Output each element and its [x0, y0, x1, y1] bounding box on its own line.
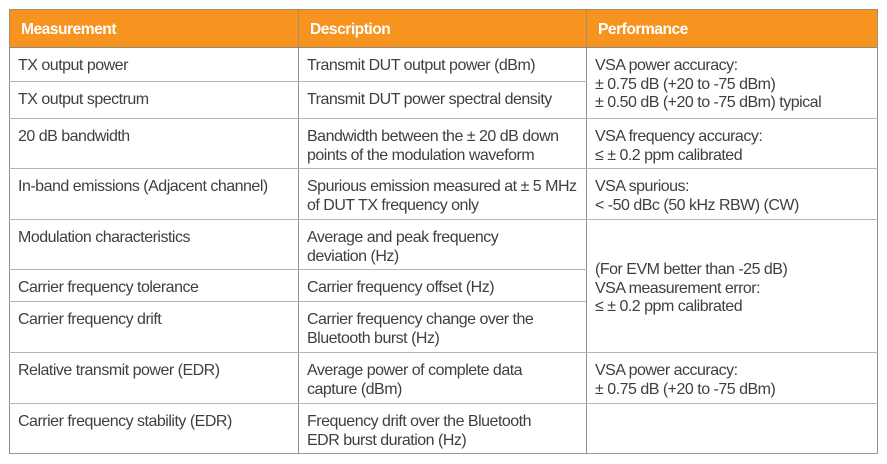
- table-row: Relative transmit power (EDR) Average po…: [9, 352, 878, 404]
- description-cell: Carrier frequency change over the Blueto…: [298, 301, 587, 353]
- table-row: 20 dB bandwidth Bandwidth between the ± …: [9, 118, 878, 169]
- measurement-cell: Carrier frequency tolerance: [9, 269, 299, 302]
- table-row: Carrier frequency stability (EDR) Freque…: [9, 403, 878, 454]
- measurement-cell: Carrier frequency drift: [9, 301, 299, 353]
- header-row: Measurement Description Performance: [9, 9, 878, 48]
- measurement-cell: TX output spectrum: [9, 81, 299, 119]
- measurement-cell: Modulation characteristics: [9, 219, 299, 270]
- description-cell: Carrier frequency offset (Hz): [298, 269, 587, 302]
- description-cell: Transmit DUT power spectral density: [298, 81, 587, 119]
- measurement-spec-table: Measurement Description Performance TX o…: [9, 9, 878, 454]
- description-cell: Frequency drift over the Bluetooth EDR b…: [298, 403, 587, 454]
- description-cell: Bandwidth between the ± 20 dB down point…: [298, 118, 587, 169]
- col-header-performance: Performance: [586, 9, 878, 48]
- description-cell: Transmit DUT output power (dBm): [298, 47, 587, 82]
- measurement-cell: 20 dB bandwidth: [9, 118, 299, 169]
- table-row: In-band emissions (Adjacent channel) Spu…: [9, 168, 878, 220]
- description-cell: Average and peak frequency deviation (Hz…: [298, 219, 587, 270]
- performance-cell: [586, 403, 878, 454]
- col-header-description: Description: [298, 9, 587, 48]
- table-row: Modulation characteristics Average and p…: [9, 219, 878, 353]
- performance-cell: VSA power accuracy: ± 0.75 dB (+20 to -7…: [586, 352, 878, 404]
- performance-cell: VSA frequency accuracy: ≤ ± 0.2 ppm cali…: [586, 118, 878, 169]
- performance-cell: VSA spurious: < -50 dBc (50 kHz RBW) (CW…: [586, 168, 878, 220]
- table-row: TX output power Transmit DUT output powe…: [9, 47, 878, 119]
- col-header-measurement: Measurement: [9, 9, 299, 48]
- description-cell: Average power of complete data capture (…: [298, 352, 587, 404]
- description-cell: Spurious emission measured at ± 5 MHz of…: [298, 168, 587, 220]
- measurement-cell: In-band emissions (Adjacent channel): [9, 168, 299, 220]
- measurement-cell: Relative transmit power (EDR): [9, 352, 299, 404]
- table-row: Carrier frequency drift Carrier frequenc…: [9, 301, 878, 353]
- measurement-cell: Carrier frequency stability (EDR): [9, 403, 299, 454]
- measurement-cell: TX output power: [9, 47, 299, 82]
- performance-cell: (For EVM better than -25 dB) VSA measure…: [586, 219, 878, 353]
- performance-cell: VSA power accuracy: ± 0.75 dB (+20 to -7…: [586, 47, 878, 119]
